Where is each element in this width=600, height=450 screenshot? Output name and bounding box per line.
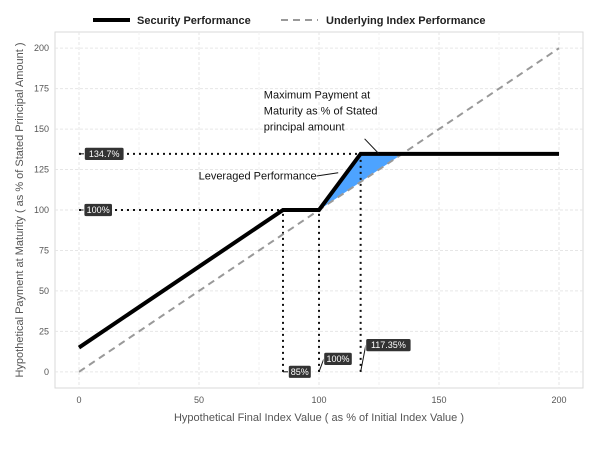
annotation-max-payment-line: principal amount [264, 122, 345, 134]
y-tick-label: 125 [34, 165, 49, 175]
y-tick-label: 150 [34, 124, 49, 134]
series-group [77, 47, 560, 373]
x-axis-title: Hypothetical Final Index Value ( as % of… [174, 412, 464, 424]
x-tick-label: 100 [311, 395, 326, 405]
legend: Security Performance Underlying Index Pe… [93, 15, 486, 27]
y-tick-labels: 0 25 50 75 100 125 150 175 200 [34, 43, 49, 377]
badge-100-y-label: 100% [87, 205, 110, 215]
badge-117-35-box [365, 338, 412, 353]
y-tick-label: 0 [44, 367, 49, 377]
badges-group: 134.7% 100% 85% 100% 117.35% [79, 146, 412, 379]
x-tick-label: 150 [431, 395, 446, 405]
annotation-leveraged-line: Leveraged Performance [199, 170, 317, 182]
y-tick-label: 175 [34, 84, 49, 94]
badge-100-x-label: 100% [326, 354, 349, 364]
badge-85-label: 85% [291, 367, 309, 377]
y-tick-label: 200 [34, 43, 49, 53]
badge-100-y-box [83, 203, 113, 217]
reference-lines-group [79, 152, 362, 372]
badge-117-35-label: 117.35% [371, 340, 406, 350]
x-tick-label: 200 [551, 395, 566, 405]
y-tick-label: 50 [39, 286, 49, 296]
x-tick-labels: 0 50 100 150 200 [76, 395, 566, 405]
badge-117-35-leader [360, 345, 367, 372]
series-line-security [77, 151, 559, 350]
badge-134-7-box [84, 146, 125, 161]
annotation-max-payment-leader [364, 138, 380, 155]
badge-134-7-label: 134.7% [89, 149, 120, 159]
y-tick-label: 75 [39, 245, 49, 255]
badge-85-box [287, 364, 312, 379]
legend-label-index: Underlying Index Performance [326, 15, 486, 27]
y-tick-label: 100 [34, 205, 49, 215]
legend-label-security: Security Performance [137, 15, 251, 27]
x-tick-label: 0 [76, 395, 81, 405]
annotation-leveraged-leader [316, 172, 339, 177]
annotation-max-payment-line: Maturity as % of Stated [264, 106, 378, 118]
annotations-group: Maximum Payment at Maturity as % of State… [199, 90, 380, 182]
x-tick-label: 50 [194, 395, 204, 405]
y-tick-label: 25 [39, 326, 49, 336]
y-axis-title: Hypothetical Payment at Maturity ( as % … [14, 42, 26, 377]
annotation-max-payment-line: Maximum Payment at [264, 90, 370, 102]
badge-100-x-box [323, 351, 353, 366]
grid [55, 32, 583, 388]
badge-100-x-leader [318, 358, 325, 372]
